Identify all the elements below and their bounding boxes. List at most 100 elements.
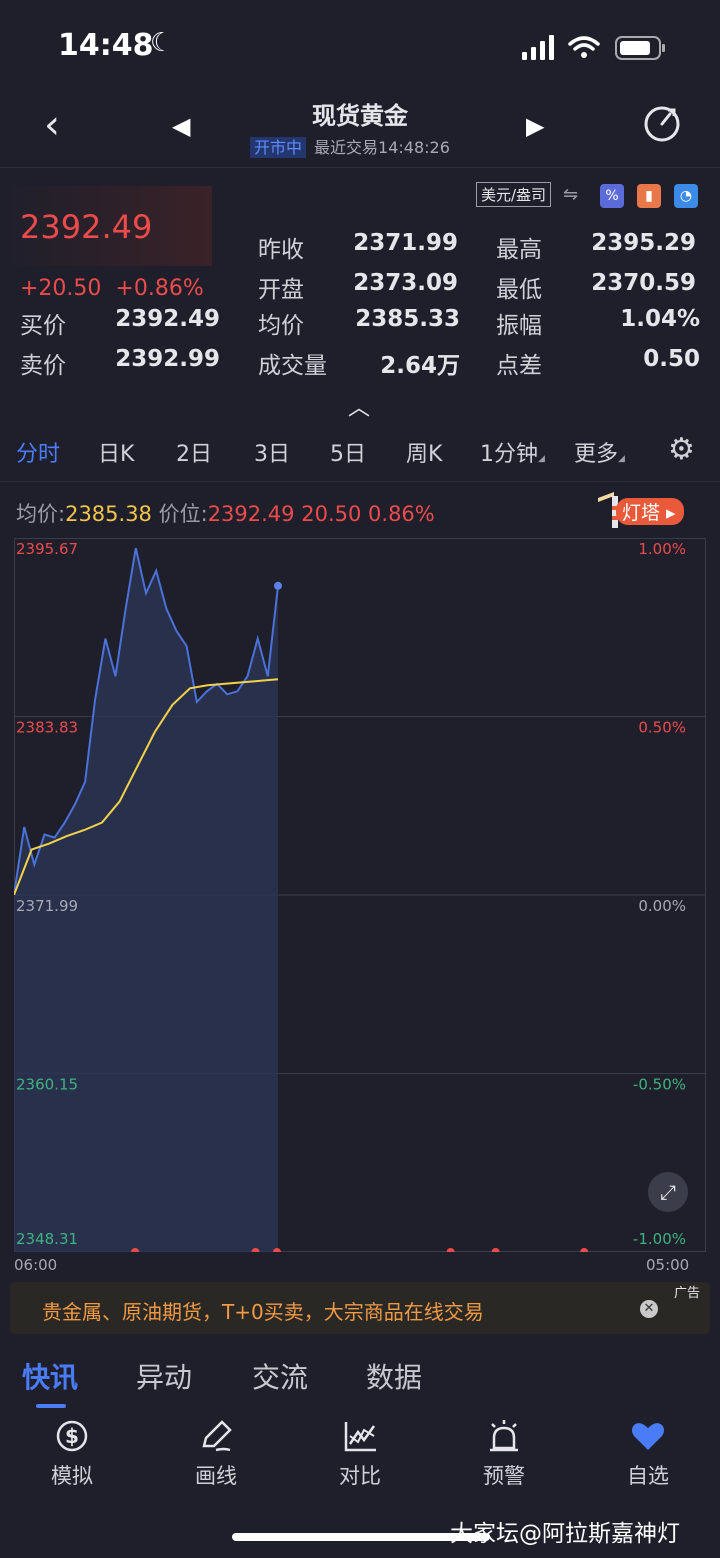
compare-button[interactable]: 对比 — [320, 1418, 400, 1490]
back-icon[interactable]: ‹ — [44, 102, 60, 148]
chart-svg: 2395.67 2383.83 2371.99 2360.15 2348.31 1.00… — [13, 538, 706, 1256]
pie-chart-icon[interactable]: ◔ — [674, 184, 698, 208]
wifi-icon — [568, 36, 600, 51]
line-chart-icon — [320, 1418, 400, 1456]
last-price: 2392.49 — [20, 208, 153, 246]
event-mark[interactable] — [580, 1248, 589, 1256]
tab-1min[interactable]: 1分钟◢ — [480, 436, 545, 468]
collapse-icon[interactable]: ︿ — [348, 396, 371, 421]
next-instrument-icon[interactable]: ▶ — [526, 112, 545, 140]
watchlist-label: 自选 — [627, 1464, 669, 1488]
tab-more[interactable]: 更多◢ — [574, 436, 625, 468]
bid-label: 买价 — [20, 313, 66, 339]
y-tick-right: 0.00% — [638, 897, 686, 915]
alert-button[interactable]: 预警 — [464, 1418, 544, 1490]
tab-weekly-k[interactable]: 周K — [406, 442, 443, 467]
last-trade-time: 最近交易14:48:26 — [314, 138, 450, 157]
percent-icon[interactable]: % — [600, 184, 624, 208]
price-level-value: 2392.49 — [207, 502, 295, 526]
simulate-label: 模拟 — [51, 1464, 93, 1488]
tab-data[interactable]: 数据 — [366, 1361, 423, 1394]
page-title: 现货黄金 — [312, 102, 408, 130]
bid-value: 2392.49 — [115, 306, 220, 332]
high-label: 最高 — [496, 237, 542, 263]
lighthouse-badge[interactable]: 灯塔 ▸ — [616, 498, 684, 525]
status-bar: 14:48 ☾ — [0, 0, 720, 90]
high-value: 2395.29 — [591, 230, 696, 256]
lighthouse-label: 灯塔 — [622, 502, 661, 524]
chart-change-percent: 0.86% — [368, 502, 435, 526]
y-tick-right: 1.00% — [638, 540, 686, 558]
currency-unit[interactable]: 美元/盎司 — [476, 182, 552, 207]
y-tick-left: 2360.15 — [16, 1076, 78, 1094]
home-indicator[interactable] — [232, 1533, 490, 1541]
tab-5day[interactable]: 5日 — [330, 442, 366, 467]
price-line — [13, 547, 279, 895]
status-icons — [522, 34, 670, 66]
fullscreen-icon[interactable]: ⤢ — [648, 1172, 688, 1212]
market-status-badge: 开市中 — [250, 137, 307, 158]
tab-intraday[interactable]: 分时 — [16, 442, 61, 467]
x-tick-start: 06:00 — [14, 1256, 58, 1274]
event-mark[interactable] — [446, 1248, 455, 1256]
ad-banner[interactable]: 贵金属、原油期货，T+0买卖，大宗商品在线交易 ✕ 广告 — [10, 1282, 710, 1334]
settings-gear-icon[interactable]: ⚙ — [668, 432, 695, 467]
y-tick-right: 0.50% — [638, 719, 686, 737]
simulate-button[interactable]: $ 模拟 — [32, 1418, 112, 1490]
avg-value: 2385.33 — [355, 306, 460, 332]
volume-value: 2.64万 — [380, 353, 460, 379]
low-label: 最低 — [496, 277, 542, 303]
lighthouse-tool-icon[interactable]: ▮ — [637, 184, 661, 208]
y-tick-left: 2383.83 — [16, 719, 78, 737]
tab-discussion[interactable]: 交流 — [252, 1361, 309, 1394]
y-tick-right: -0.50% — [633, 1076, 686, 1094]
open-value: 2373.09 — [353, 270, 458, 296]
price-change: +20.50 +0.86% — [20, 276, 204, 301]
y-tick-left: 2371.99 — [16, 897, 78, 915]
dropdown-icon: ◢ — [618, 454, 625, 464]
prev-instrument-icon[interactable]: ◀ — [172, 112, 191, 140]
svg-text:$: $ — [65, 1424, 79, 1448]
swap-icon[interactable]: ⇋ — [563, 184, 579, 205]
avg-price-line — [13, 678, 279, 896]
nav-bar: ‹ ◀ 现货黄金 开市中 最近交易14:48:26 ▶ — [0, 90, 720, 168]
event-mark[interactable] — [491, 1248, 500, 1256]
refresh-icon[interactable] — [640, 102, 684, 146]
alarm-icon — [464, 1418, 544, 1456]
ad-text: 贵金属、原油期货，T+0买卖，大宗商品在线交易 — [42, 1300, 484, 1324]
lighthouse-icon[interactable] — [596, 492, 622, 534]
tab-more-label: 更多 — [574, 442, 619, 467]
period-tabs: 分时 日K 2日 3日 5日 周K 1分钟◢ 更多◢ ⚙ — [0, 424, 720, 482]
ask-value: 2392.99 — [115, 346, 220, 372]
prev-close-value: 2371.99 — [353, 230, 458, 256]
draw-line-label: 画线 — [195, 1464, 237, 1488]
price-area — [14, 548, 278, 1252]
watchlist-button[interactable]: 自选 — [608, 1418, 688, 1490]
open-label: 开盘 — [258, 277, 304, 303]
intraday-chart[interactable]: 2395.67 2383.83 2371.99 2360.15 2348.31 1.00… — [13, 538, 706, 1256]
status-time: 14:48 — [58, 28, 154, 63]
alert-label: 预警 — [483, 1464, 525, 1488]
pen-icon — [176, 1418, 256, 1456]
amplitude-value: 1.04% — [620, 306, 700, 332]
low-value: 2370.59 — [591, 270, 696, 296]
draw-line-button[interactable]: 画线 — [176, 1418, 256, 1490]
tab-3day[interactable]: 3日 — [254, 442, 290, 467]
battery-icon — [615, 36, 665, 60]
change-value: +20.50 — [20, 276, 102, 301]
close-icon[interactable]: ✕ — [640, 1300, 658, 1318]
dropdown-icon: ◢ — [538, 454, 545, 464]
price-label: 价位: — [158, 502, 208, 526]
tab-daily-k[interactable]: 日K — [98, 442, 135, 467]
market-info: 开市中 最近交易14:48:26 — [250, 134, 450, 158]
volume-label: 成交量 — [258, 353, 327, 379]
y-tick-left: 2395.67 — [16, 540, 78, 558]
watermark: 大家坛@阿拉斯嘉神灯 — [450, 1521, 680, 1547]
ad-tag: 广告 — [674, 1286, 701, 1301]
tab-1min-label: 1分钟 — [480, 442, 538, 467]
tab-2day[interactable]: 2日 — [176, 442, 212, 467]
tab-movement[interactable]: 异动 — [136, 1361, 193, 1394]
chart-info-line: 均价:2385.38 价位:2392.49 20.50 0.86% — [16, 498, 435, 528]
moon-icon: ☾ — [150, 28, 174, 58]
tab-flash-news[interactable]: 快讯 — [22, 1361, 79, 1394]
